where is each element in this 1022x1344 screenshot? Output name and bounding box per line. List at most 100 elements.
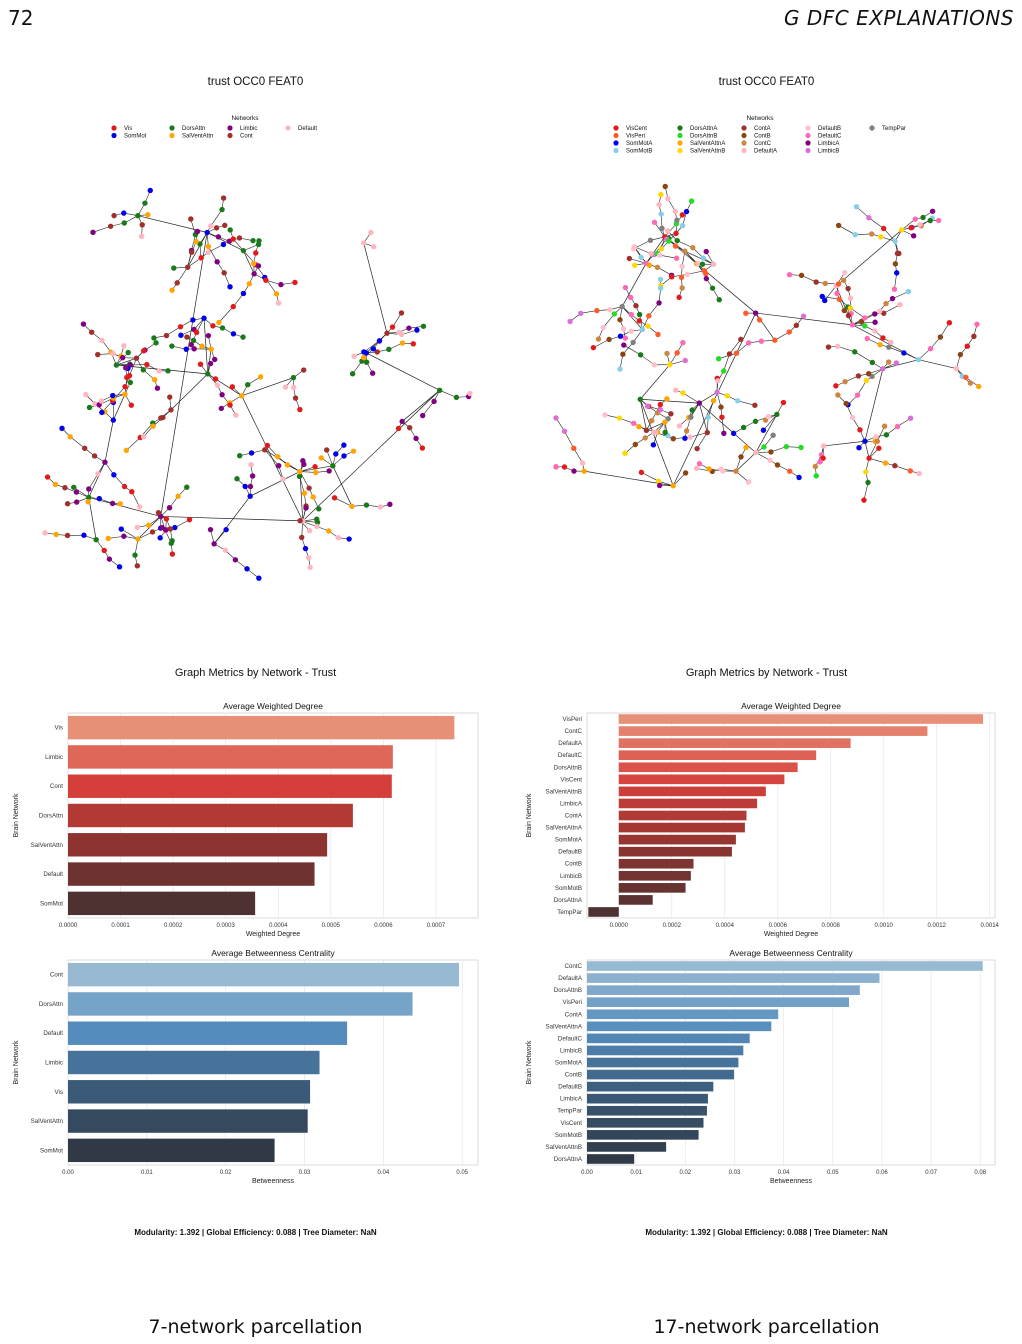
y-tick-label: SalVentAttn (31, 842, 64, 849)
graph-edge (332, 465, 353, 507)
bar (618, 786, 766, 797)
graph-node (684, 271, 691, 278)
bar-chart-left-betweenness: Average Betweenness Centrality 0.00 0.01 0.… (13, 948, 479, 1185)
graph-node (222, 222, 228, 229)
bar (587, 1057, 739, 1068)
y-tick-label: DorsAttnA (554, 1156, 583, 1163)
graph-node (313, 469, 319, 476)
graph-node (874, 438, 881, 444)
graph-node (197, 361, 204, 367)
graph-node (595, 336, 602, 342)
graph-node (193, 238, 199, 245)
graph-edge (863, 482, 869, 501)
graph-node (255, 263, 262, 269)
graph-node (122, 391, 128, 397)
graph-edge (918, 348, 931, 360)
graph-node (306, 527, 313, 534)
graph-node (674, 237, 680, 244)
graph-node (872, 328, 878, 334)
x-tick-label: 0.0003 (217, 923, 236, 929)
graph-node (73, 489, 80, 495)
graph-node (105, 535, 111, 542)
y-tick-label: DorsAttn (39, 813, 64, 820)
graph-node (561, 428, 568, 434)
x-tick-label: 0.05 (456, 1170, 468, 1176)
graph-node (721, 430, 727, 437)
graph-nodes (553, 183, 982, 503)
y-axis-label: Brain Network (526, 1040, 533, 1084)
graph-node (215, 234, 222, 240)
bar (68, 745, 393, 769)
graph-node (710, 261, 717, 267)
graph-edge (213, 529, 227, 544)
graph-node (307, 564, 313, 571)
graph-node (894, 423, 901, 430)
graph-node (64, 532, 71, 539)
graph-edge (250, 471, 301, 497)
y-tick-label: VisPeri (563, 999, 583, 1006)
graph-node (653, 429, 659, 436)
graph-node (386, 346, 392, 353)
bar (68, 1138, 275, 1163)
graph-node (98, 398, 105, 404)
graph-node (642, 435, 648, 441)
graph-node (899, 227, 905, 233)
legend-marker (227, 125, 233, 131)
graph-node (869, 359, 876, 366)
graph-edge (208, 244, 224, 253)
graph-node (299, 534, 305, 541)
legend-marker (741, 140, 747, 146)
graph-node (883, 432, 890, 438)
graph-node (889, 295, 896, 302)
graph-edge (645, 236, 666, 264)
bar (587, 1117, 704, 1128)
graph-edge (852, 324, 919, 360)
x-tick-label: 0.01 (141, 1170, 153, 1176)
graph-node (787, 468, 793, 474)
legend-marker (169, 132, 175, 139)
graph-edge (823, 440, 865, 447)
graph-edge (126, 437, 141, 451)
graph-node (142, 200, 148, 206)
graph-node (226, 238, 232, 244)
y-tick-label: SalVentAttnB (546, 788, 582, 795)
graph-node (602, 412, 608, 418)
graph-node (230, 303, 236, 310)
graph-node (881, 423, 888, 429)
y-tick-label: LimbicA (560, 800, 583, 807)
graph-edge (302, 390, 440, 522)
graph-node (167, 526, 174, 532)
graph-node (861, 315, 868, 321)
graph-node (662, 419, 668, 425)
graph-node (341, 442, 347, 448)
graph-node (907, 468, 914, 474)
graph-node (323, 447, 330, 453)
graph-node (349, 503, 355, 510)
graph-node (882, 460, 889, 466)
graph-edge (92, 225, 111, 233)
graph-node (230, 236, 236, 242)
graph-edge (855, 233, 872, 235)
graph-node (177, 324, 184, 330)
bar (587, 1045, 744, 1056)
graph-node (436, 387, 443, 394)
graph-edge (207, 232, 244, 251)
graph-node (651, 219, 658, 226)
graph-node (627, 294, 634, 301)
graph-node (672, 243, 679, 249)
y-axis-label: Brain Network (13, 793, 20, 837)
bar (587, 1142, 667, 1152)
graph-title: trust OCC0 FEAT0 (718, 76, 815, 88)
graph-node (964, 343, 970, 349)
graph-edge (770, 446, 787, 453)
graph-node (849, 322, 856, 328)
graph-node (720, 468, 726, 474)
graph-node (227, 227, 233, 233)
graph-node (431, 398, 437, 405)
graph-node (819, 293, 825, 300)
legend-marker (869, 125, 875, 131)
graph-node (406, 424, 413, 431)
graph-node (147, 187, 153, 194)
graph-node (866, 455, 872, 461)
graph-node (674, 350, 680, 356)
